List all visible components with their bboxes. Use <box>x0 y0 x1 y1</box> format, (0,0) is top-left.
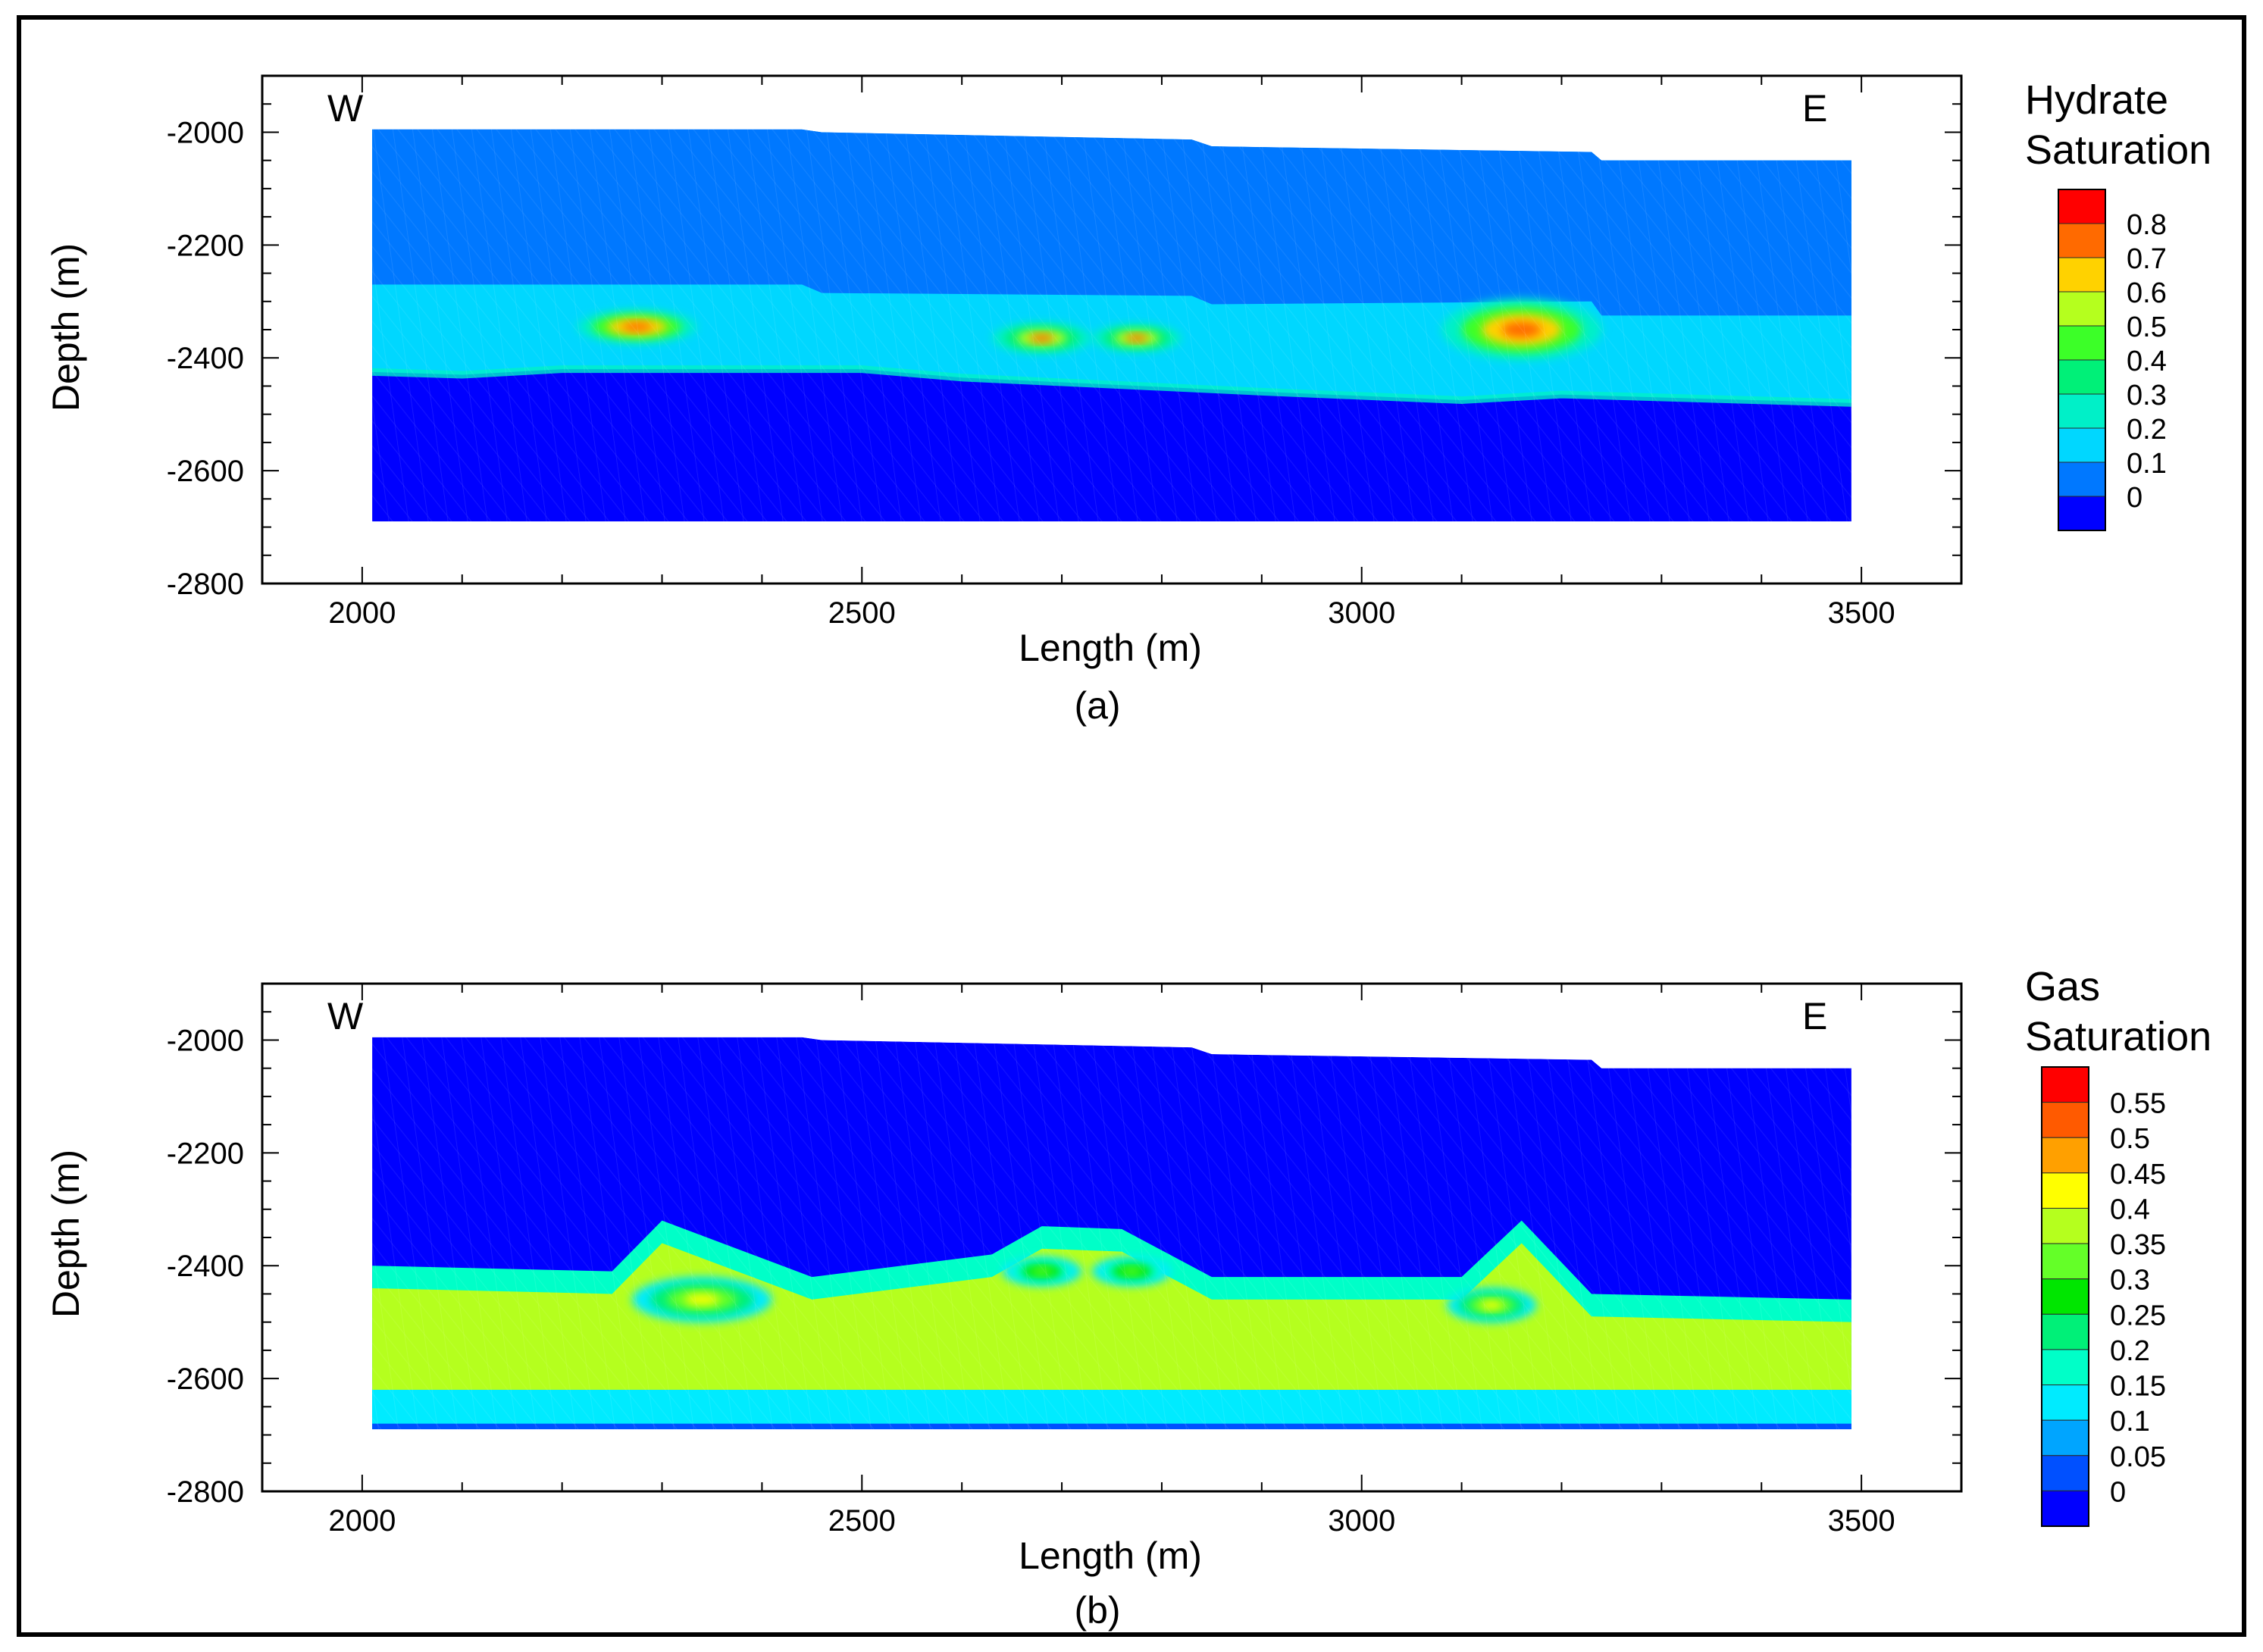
legend-swatch <box>2058 359 2106 395</box>
east-label: E <box>1802 995 1827 1037</box>
legend-swatch <box>2041 1207 2089 1244</box>
legend-tick-label: 0.2 <box>2110 1335 2150 1367</box>
legend-swatch <box>2041 1419 2089 1456</box>
x-tick-label: 3500 <box>1828 1504 1895 1538</box>
legend-tick-label: 0 <box>2110 1476 2126 1508</box>
east-label: E <box>1802 87 1827 130</box>
y-tick-label: -2000 <box>167 116 244 149</box>
x-tick-label: 2000 <box>328 596 396 630</box>
legend-tick-label: 0.55 <box>2110 1088 2166 1120</box>
legend-swatch <box>2041 1278 2089 1315</box>
legend-title-line: Gas <box>2025 964 2100 1009</box>
legend-swatch <box>2058 496 2106 531</box>
figure-frame <box>17 15 2246 1637</box>
legend-swatch <box>2041 1102 2089 1138</box>
legend-tick-label: 0.45 <box>2110 1159 2166 1191</box>
x-axis-label: Length (m) <box>1019 1535 1202 1577</box>
x-tick-label: 2000 <box>328 1504 396 1538</box>
gas-saturation-legend: Gas Saturation 0.550.5 0.450.4 0.35 0.30.25 0.… <box>2025 964 2211 1527</box>
legend-tick-label: 0.4 <box>2110 1194 2150 1225</box>
legend-swatch <box>2058 257 2106 293</box>
legend-tick-label: 0.2 <box>2127 414 2167 446</box>
gas-saturation-field <box>372 1037 1851 1430</box>
legend-tick-label: 0.4 <box>2127 346 2167 377</box>
legend-swatch <box>2058 461 2106 497</box>
x-tick-label: 2500 <box>828 1504 896 1538</box>
legend-swatch <box>2058 393 2106 429</box>
hydrate-saturation-field <box>372 129 1851 522</box>
legend-swatch <box>2041 1349 2089 1386</box>
y-tick-label: -2200 <box>167 1137 244 1170</box>
west-label: W <box>327 995 364 1037</box>
x-tick-label: 3000 <box>1328 596 1395 630</box>
panel-label-a: (a) <box>1074 684 1120 727</box>
legend-tick-label: 0 <box>2127 482 2142 514</box>
y-axis-label: Depth (m) <box>45 243 87 411</box>
y-tick-label: -2600 <box>167 455 244 488</box>
y-tick-label: -2400 <box>167 342 244 375</box>
panel-a-axes: 2000 2500 3000 3500 -2000 -2200 -2400 -2600 -280… <box>167 74 1963 630</box>
legend-tick-label: 0.6 <box>2127 277 2167 309</box>
y-tick-label: -2200 <box>167 229 244 262</box>
legend-swatch <box>2041 1172 2089 1209</box>
y-tick-label: -2600 <box>167 1363 244 1396</box>
legend-tick-label: 0.1 <box>2127 448 2167 480</box>
legend-tick-label: 0.25 <box>2110 1300 2166 1331</box>
legend-swatch <box>2041 1455 2089 1491</box>
legend-tick-label: 0.35 <box>2110 1229 2166 1261</box>
legend-swatch <box>2041 1243 2089 1280</box>
mesh-texture <box>372 129 1851 522</box>
legend-title-line: Saturation <box>2025 1014 2211 1059</box>
legend-swatch <box>2058 325 2106 361</box>
legend-title-line: Hydrate <box>2025 77 2168 123</box>
legend-swatch <box>2041 1384 2089 1421</box>
legend-swatch <box>2041 1137 2089 1174</box>
x-axis-label: Length (m) <box>1019 627 1202 669</box>
y-tick-label: -2400 <box>167 1250 244 1283</box>
west-label: W <box>327 87 364 130</box>
panel-label-b: (b) <box>1074 1589 1120 1632</box>
legend-tick-label: 0.05 <box>2110 1441 2166 1473</box>
legend-swatch <box>2058 291 2106 327</box>
x-tick-label: 3000 <box>1328 1504 1395 1538</box>
legend-tick-label: 0.5 <box>2127 311 2167 343</box>
legend-title-line: Saturation <box>2025 127 2211 173</box>
y-axis-label: Depth (m) <box>45 1150 87 1318</box>
legend-border <box>2058 189 2106 531</box>
x-tick-label: 2500 <box>828 596 896 630</box>
legend-tick-label: 0.5 <box>2110 1123 2150 1155</box>
panel-b: 2000 2500 3000 3500 -2000 -2200 -2400 -2600 -280… <box>45 964 2211 1632</box>
mesh-texture <box>372 1037 1851 1430</box>
legend-swatch <box>2058 427 2106 463</box>
legend-swatch <box>2041 1066 2089 1103</box>
panel-b-axes: 2000 2500 3000 3500 -2000 -2200 -2400 -2600 -280… <box>167 982 1963 1538</box>
y-tick-label: -2800 <box>167 1475 244 1509</box>
legend-border <box>2041 1066 2089 1527</box>
legend-swatch <box>2041 1313 2089 1350</box>
legend-swatch <box>2058 189 2106 224</box>
legend-tick-label: 0.3 <box>2110 1265 2150 1297</box>
legend-tick-label: 0.1 <box>2110 1406 2150 1438</box>
legend-swatch <box>2058 223 2106 258</box>
legend-tick-label: 0.7 <box>2127 243 2167 275</box>
x-tick-label: 3500 <box>1828 596 1895 630</box>
y-tick-label: -2000 <box>167 1024 244 1057</box>
panel-a: 2000 2500 3000 3500 -2000 -2200 -2400 -2600 -280… <box>45 74 2211 727</box>
legend-tick-label: 0.15 <box>2110 1371 2166 1403</box>
legend-swatch <box>2041 1490 2089 1527</box>
legend-tick-label: 0.8 <box>2127 209 2167 241</box>
y-tick-label: -2800 <box>167 568 244 601</box>
legend-tick-label: 0.3 <box>2127 380 2167 411</box>
